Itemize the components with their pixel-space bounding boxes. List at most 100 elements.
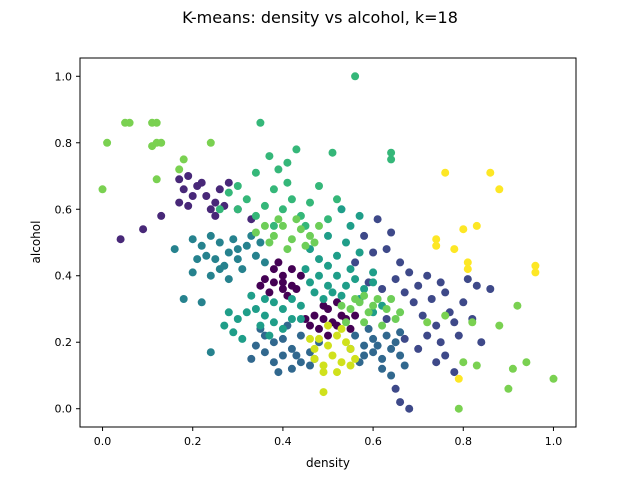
- data-point: [409, 298, 418, 307]
- data-point: [260, 295, 269, 303]
- data-point: [324, 231, 332, 240]
- data-point: [396, 398, 405, 407]
- data-point: [179, 155, 188, 164]
- data-point: [436, 278, 445, 287]
- data-point: [432, 235, 441, 244]
- data-point: [206, 348, 215, 357]
- data-point: [531, 268, 540, 277]
- data-point: [224, 275, 233, 284]
- data-point: [242, 241, 251, 250]
- data-point: [351, 275, 360, 284]
- x-tick-label: 0.0: [94, 435, 112, 448]
- data-point: [436, 338, 445, 347]
- data-point: [184, 201, 193, 210]
- data-point: [423, 318, 432, 327]
- data-point: [364, 324, 373, 333]
- data-point: [287, 195, 296, 204]
- data-point: [360, 351, 369, 360]
- data-point: [206, 271, 215, 280]
- data-point: [346, 361, 355, 370]
- data-point: [98, 185, 107, 194]
- data-point: [292, 215, 301, 224]
- data-point: [346, 324, 355, 333]
- data-point: [396, 328, 405, 337]
- data-point: [378, 364, 387, 373]
- data-point: [355, 248, 364, 257]
- data-point: [310, 288, 319, 297]
- data-point: [296, 358, 305, 367]
- data-point: [269, 338, 278, 347]
- data-point: [292, 145, 301, 154]
- data-point: [441, 351, 450, 360]
- data-point: [247, 291, 256, 300]
- data-point: [382, 315, 391, 323]
- data-point: [251, 168, 260, 177]
- data-point: [233, 182, 242, 190]
- data-point: [477, 338, 486, 347]
- data-point: [301, 241, 310, 250]
- data-point: [414, 281, 423, 290]
- data-point: [405, 268, 414, 277]
- data-point: [310, 238, 319, 247]
- data-point: [387, 155, 396, 164]
- data-point: [531, 261, 540, 270]
- data-point: [324, 215, 332, 224]
- data-point: [296, 225, 305, 234]
- data-point: [324, 331, 332, 340]
- data-point: [346, 221, 355, 230]
- data-point: [328, 148, 337, 157]
- data-point: [260, 258, 269, 267]
- data-point: [278, 221, 287, 230]
- data-point: [450, 245, 459, 254]
- data-point: [337, 301, 346, 310]
- y-tick-label: 0.2: [55, 336, 73, 349]
- chart-title: K-means: density vs alcohol, k=18: [182, 8, 458, 27]
- data-point: [315, 324, 323, 333]
- data-point: [333, 195, 341, 204]
- data-point: [278, 324, 287, 333]
- data-point: [324, 261, 332, 270]
- data-point: [346, 265, 355, 274]
- data-point: [310, 311, 319, 320]
- data-point: [373, 215, 382, 224]
- data-point: [328, 351, 337, 360]
- data-point: [319, 301, 328, 310]
- data-point: [233, 205, 242, 214]
- data-point: [310, 354, 319, 363]
- data-point: [405, 404, 414, 413]
- data-point: [287, 315, 296, 323]
- data-point: [292, 351, 301, 360]
- data-point: [472, 221, 481, 230]
- data-point: [278, 285, 287, 293]
- data-point: [256, 321, 265, 330]
- data-point: [459, 358, 468, 367]
- data-point: [269, 358, 278, 367]
- data-point: [202, 251, 211, 260]
- data-point: [260, 311, 269, 320]
- data-point: [116, 235, 125, 244]
- data-point: [324, 321, 332, 330]
- data-point: [333, 251, 341, 260]
- data-point: [206, 205, 215, 214]
- data-point: [211, 211, 220, 220]
- x-axis: 0.0 0.2 0.4 0.6 0.8 1.0: [94, 427, 562, 448]
- data-point: [287, 344, 296, 353]
- x-tick-label: 0.6: [364, 435, 382, 448]
- data-point: [269, 298, 278, 307]
- data-point: [287, 265, 296, 274]
- data-point: [265, 238, 274, 247]
- data-point: [242, 308, 251, 317]
- data-point: [315, 182, 323, 190]
- data-point: [229, 235, 238, 244]
- data-point: [486, 168, 495, 177]
- data-point: [179, 185, 188, 194]
- data-point: [315, 255, 323, 264]
- data-point: [306, 198, 314, 207]
- data-point: [441, 168, 450, 177]
- data-point: [197, 178, 206, 187]
- data-point: [269, 185, 278, 194]
- data-point: [197, 241, 206, 250]
- data-point: [342, 338, 350, 347]
- data-point: [287, 364, 296, 373]
- data-point: [206, 231, 215, 240]
